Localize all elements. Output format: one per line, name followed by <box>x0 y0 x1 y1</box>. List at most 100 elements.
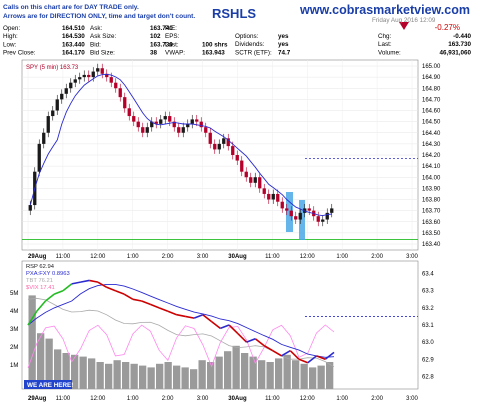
candle-body <box>294 216 298 220</box>
quote-label: Open: <box>3 25 20 32</box>
time-tick-label: 2:00 <box>371 254 383 260</box>
quote-label: Dividends: <box>235 41 265 48</box>
volume-bar <box>292 360 300 389</box>
volume-bar <box>266 362 274 389</box>
volume-bar <box>300 363 308 389</box>
time-tick-label: 29Aug <box>28 396 47 402</box>
quote-label: Last: <box>165 41 179 48</box>
candle-body <box>325 212 329 220</box>
indicator-tick-label: 63.1 <box>422 323 434 329</box>
candle-body <box>64 88 68 94</box>
rsp-segment <box>289 350 300 360</box>
pxa-line <box>27 283 335 358</box>
moving-average-line <box>29 73 332 217</box>
rsp-segment <box>281 350 291 357</box>
quote-value: yes <box>278 33 289 40</box>
we-are-here-badge <box>24 380 72 389</box>
indicator-legend-entry: TBT 76.21 <box>26 278 53 284</box>
indicator-legend-entry: RSP 62.94 <box>26 264 55 270</box>
rsp-segment <box>254 338 265 347</box>
indicator-tick-label: 63.4 <box>422 272 434 278</box>
price-tick-label: 164.20 <box>422 153 441 159</box>
volume-bar <box>113 360 121 389</box>
volume-bar <box>71 354 79 389</box>
rsp-segment <box>246 337 256 343</box>
volume-bar <box>215 356 223 389</box>
volume-bar <box>122 362 130 389</box>
rsp-segment <box>316 355 326 361</box>
time-tick-label: 12:00 <box>90 254 106 260</box>
candle-body <box>298 212 302 220</box>
candle-body <box>258 177 262 189</box>
time-tick-label: 11:00 <box>265 254 280 260</box>
price-tick-label: 164.80 <box>422 86 441 92</box>
candle-body <box>105 73 109 78</box>
candle-body <box>177 127 181 133</box>
rsp-segment <box>202 314 213 323</box>
quote-label: Volume: <box>378 49 401 56</box>
volume-bar <box>207 362 215 389</box>
candle-body <box>181 127 185 133</box>
quote-value: 74.7 <box>278 49 291 56</box>
price-tick-label: 164.90 <box>422 75 441 81</box>
candle-body <box>150 121 154 128</box>
candle-body <box>231 146 235 155</box>
indicator-legend-entry: $VIX 17.41 <box>26 285 55 291</box>
rsp-segment <box>36 300 47 312</box>
quote-label: VWAP: <box>165 50 185 57</box>
quote-date: Friday Aug 2016 12:09 <box>372 17 436 24</box>
rsp-segment <box>237 333 248 343</box>
volume-bar <box>198 360 206 389</box>
price-tick-label: 164.30 <box>422 142 441 148</box>
highlight-zone-1 <box>286 192 293 232</box>
time-axis-top: 29Aug 11:00 12:00 1:00 2:00 3:00 30Aug 11:00 12:… <box>28 254 418 260</box>
volume-bar <box>139 365 147 389</box>
candle-body <box>28 205 32 211</box>
indicator-tick-label: 63.3 <box>422 289 434 295</box>
volume-bar <box>130 363 138 389</box>
rsp-segment <box>80 279 90 283</box>
candle-body <box>145 127 149 133</box>
volume-tick-label: 1M <box>10 363 18 369</box>
we-are-here-text: WE ARE HERE! <box>27 382 73 389</box>
quote-value: 164.170 <box>62 50 85 57</box>
rsp-segment <box>27 310 38 326</box>
candle-body <box>96 68 100 72</box>
time-tick-label: 1:00 <box>336 396 348 402</box>
candle-body <box>190 119 194 124</box>
candle-body <box>204 127 208 133</box>
candle-body <box>172 121 176 128</box>
candle-body <box>46 116 50 133</box>
candle-body <box>244 171 248 178</box>
candle-body <box>60 93 64 100</box>
quote-value: -0.440 <box>453 33 471 40</box>
quote-label: Ask: <box>90 25 102 32</box>
candle-body <box>114 82 118 89</box>
time-tick-label: 3:00 <box>197 396 209 402</box>
candle-body <box>307 208 311 211</box>
quote-value: 38 <box>150 50 158 57</box>
rsp-segment <box>220 324 230 330</box>
time-tick-label: 12:00 <box>300 254 316 260</box>
price-legend: SPY (5 min) 163.73 <box>26 65 79 71</box>
tbt-line <box>27 297 335 368</box>
rsp-segment <box>228 324 239 335</box>
volume-bar <box>79 356 87 389</box>
website-text[interactable]: www.cobrasmarketview.com <box>299 3 470 17</box>
quote-value: 102 <box>150 33 161 40</box>
volume-bar <box>258 360 266 389</box>
indicator-tick-label: 63.2 <box>422 306 434 312</box>
time-tick-label: 30Aug <box>228 396 247 402</box>
volume-bar <box>241 353 249 389</box>
highlight-zone-2 <box>299 200 305 240</box>
rsp-segment <box>211 320 221 330</box>
candle-body <box>109 77 113 83</box>
quote-value: 100 shrs <box>202 41 228 48</box>
volume-bar <box>224 351 232 389</box>
price-tick-label: 163.80 <box>422 198 441 204</box>
quote-label: Low: <box>3 41 17 48</box>
candle-body <box>51 110 55 117</box>
candle-body <box>253 177 257 183</box>
